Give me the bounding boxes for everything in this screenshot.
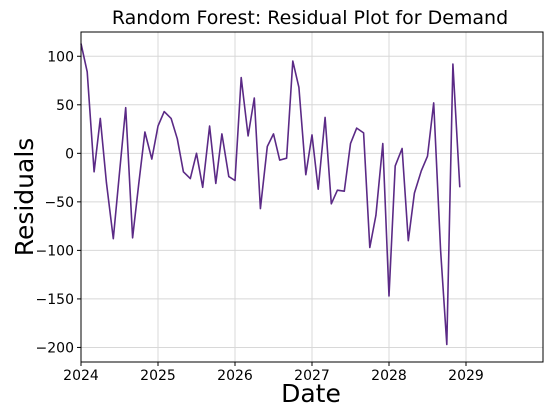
y-tick-label: −150 bbox=[36, 292, 74, 308]
y-tick-label: 0 bbox=[65, 146, 74, 162]
x-tick-label: 2028 bbox=[371, 368, 407, 384]
x-tick-label: 2027 bbox=[294, 368, 330, 384]
y-tick-label: −50 bbox=[44, 195, 74, 211]
line-layer bbox=[80, 43, 461, 346]
x-axis-label: Date bbox=[281, 379, 341, 408]
x-tick-label: 2029 bbox=[448, 368, 484, 384]
y-tick-label: 100 bbox=[47, 49, 74, 65]
y-tick-label: 50 bbox=[56, 98, 74, 114]
chart-title: Random Forest: Residual Plot for Demand bbox=[112, 7, 508, 29]
y-axis-label: Residuals bbox=[10, 138, 39, 257]
y-tick-label: −200 bbox=[36, 340, 74, 356]
residual-series-line bbox=[80, 43, 461, 346]
x-axis: 2024 2025 2026 2027 2028 2029 bbox=[63, 362, 484, 384]
x-tick-label: 2025 bbox=[140, 368, 176, 384]
x-tick-label: 2026 bbox=[217, 368, 253, 384]
grid bbox=[80, 32, 543, 362]
y-tick-label: −100 bbox=[36, 243, 74, 259]
y-axis: 100 50 0 −50 −100 −150 −200 bbox=[36, 49, 81, 356]
x-tick-label: 2024 bbox=[63, 368, 99, 384]
